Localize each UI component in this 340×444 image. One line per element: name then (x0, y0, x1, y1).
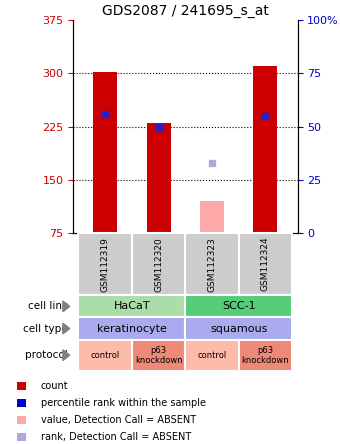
Polygon shape (63, 323, 70, 334)
Bar (17, 382, 26, 390)
Bar (185, 233, 239, 295)
Text: percentile rank within the sample: percentile rank within the sample (41, 398, 206, 408)
Title: GDS2087 / 241695_s_at: GDS2087 / 241695_s_at (102, 4, 269, 18)
Text: keratinocyte: keratinocyte (97, 324, 167, 333)
Bar (93, 72, 117, 233)
Bar (185, 295, 292, 317)
Bar (132, 340, 185, 371)
Bar (17, 433, 26, 441)
Text: value, Detection Call = ABSENT: value, Detection Call = ABSENT (41, 415, 196, 425)
Bar (132, 233, 185, 295)
Text: SCC-1: SCC-1 (222, 301, 256, 311)
Text: protocol: protocol (25, 350, 68, 360)
Text: GSM112319: GSM112319 (101, 237, 110, 292)
Bar (200, 201, 224, 233)
Text: cell type: cell type (23, 324, 68, 333)
Polygon shape (63, 301, 70, 312)
Polygon shape (63, 350, 70, 361)
Bar (239, 340, 292, 371)
Bar (185, 340, 239, 371)
Text: cell line: cell line (28, 301, 68, 311)
Bar (79, 317, 185, 340)
Bar (147, 123, 171, 233)
Text: squamous: squamous (210, 324, 268, 333)
Text: GSM112324: GSM112324 (261, 237, 270, 292)
Text: HaCaT: HaCaT (114, 301, 150, 311)
Text: control: control (90, 351, 120, 360)
Text: p63
knockdown: p63 knockdown (135, 345, 182, 365)
Bar (79, 340, 132, 371)
Text: p63
knockdown: p63 knockdown (242, 345, 289, 365)
Text: control: control (198, 351, 227, 360)
Text: count: count (41, 381, 68, 391)
Bar (17, 399, 26, 407)
Text: rank, Detection Call = ABSENT: rank, Detection Call = ABSENT (41, 432, 191, 442)
Bar (79, 233, 132, 295)
Bar (17, 416, 26, 424)
Text: GSM112323: GSM112323 (207, 237, 217, 292)
Text: GSM112320: GSM112320 (154, 237, 163, 292)
Bar (253, 66, 277, 233)
Bar (79, 295, 185, 317)
Bar (185, 317, 292, 340)
Bar (239, 233, 292, 295)
